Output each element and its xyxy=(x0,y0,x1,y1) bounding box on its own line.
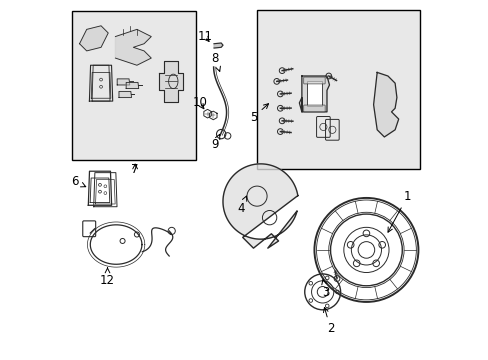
Bar xyxy=(72,12,196,160)
Polygon shape xyxy=(214,43,223,48)
Polygon shape xyxy=(373,72,398,137)
Text: 1: 1 xyxy=(387,190,410,232)
FancyBboxPatch shape xyxy=(303,105,325,112)
Polygon shape xyxy=(299,76,329,112)
Text: 10: 10 xyxy=(192,96,207,109)
Polygon shape xyxy=(159,61,182,102)
Polygon shape xyxy=(80,26,108,51)
FancyBboxPatch shape xyxy=(303,77,325,84)
Text: 11: 11 xyxy=(197,30,212,43)
Text: 4: 4 xyxy=(237,196,246,215)
Bar xyxy=(257,10,419,169)
Polygon shape xyxy=(126,82,139,89)
Text: 9: 9 xyxy=(211,134,219,150)
Polygon shape xyxy=(119,91,131,98)
Text: 8: 8 xyxy=(211,51,220,71)
Text: 7: 7 xyxy=(131,163,139,176)
Text: 5: 5 xyxy=(249,104,268,124)
Bar xyxy=(306,81,321,107)
Text: 2: 2 xyxy=(323,307,334,335)
Text: 6: 6 xyxy=(71,175,85,188)
Polygon shape xyxy=(115,30,151,65)
Polygon shape xyxy=(117,79,129,85)
Text: 3: 3 xyxy=(321,280,329,300)
Polygon shape xyxy=(223,164,297,248)
Text: 12: 12 xyxy=(100,268,115,287)
